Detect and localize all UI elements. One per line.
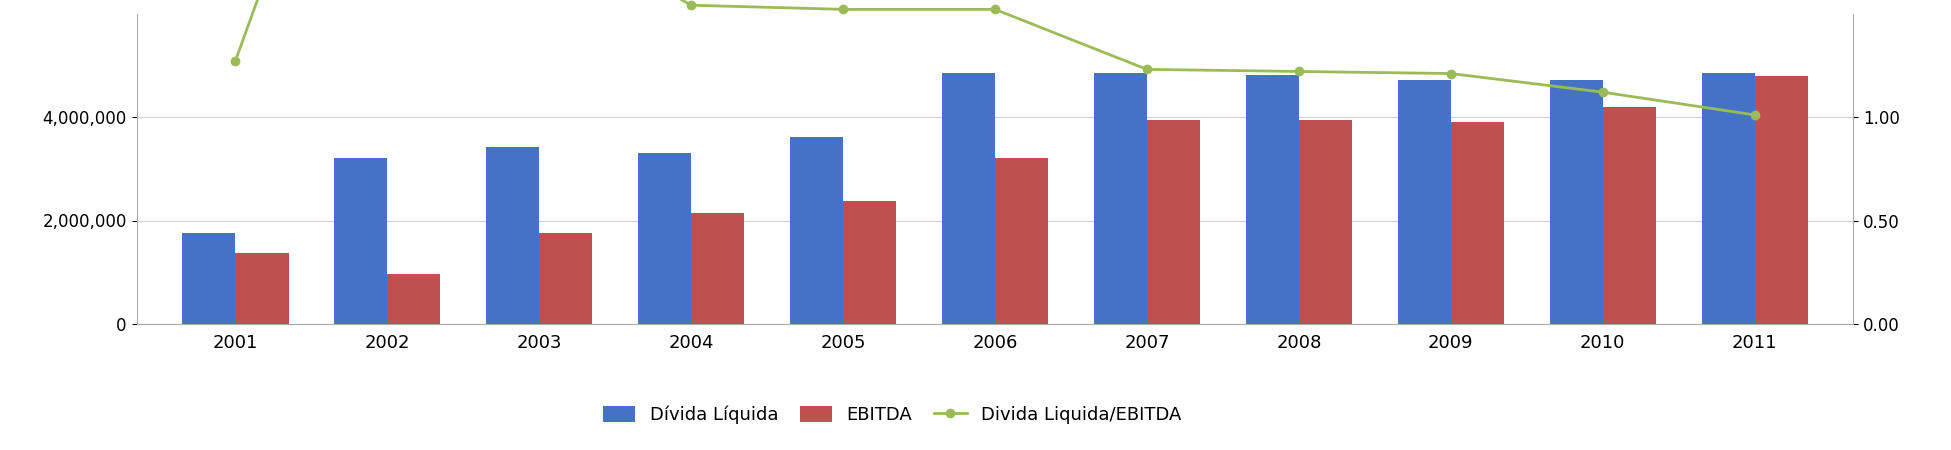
Bar xyxy=(1452,122,1504,324)
Divida Liquida/EBITDA xyxy=(224,58,248,64)
Bar xyxy=(1754,76,1809,324)
Bar xyxy=(995,158,1048,324)
Divida Liquida/EBITDA xyxy=(679,3,702,8)
Bar xyxy=(1147,120,1200,324)
Bar xyxy=(334,158,386,324)
Divida Liquida/EBITDA xyxy=(1288,69,1311,74)
Bar xyxy=(1701,73,1754,324)
Line: Divida Liquida/EBITDA: Divida Liquida/EBITDA xyxy=(230,0,1760,119)
Bar xyxy=(386,274,441,324)
Bar xyxy=(1095,73,1147,324)
Divida Liquida/EBITDA xyxy=(983,7,1007,12)
Divida Liquida/EBITDA xyxy=(831,7,855,12)
Bar xyxy=(1604,107,1656,324)
Bar xyxy=(1397,80,1452,324)
Bar xyxy=(181,234,236,324)
Bar xyxy=(538,234,593,324)
Legend: Dívida Líquida, EBITDA, Divida Liquida/EBITDA: Dívida Líquida, EBITDA, Divida Liquida/E… xyxy=(593,396,1190,433)
Bar xyxy=(1549,80,1604,324)
Bar xyxy=(1245,75,1299,324)
Bar xyxy=(691,213,745,324)
Bar xyxy=(942,73,995,324)
Bar xyxy=(638,153,691,324)
Bar xyxy=(1299,120,1352,324)
Bar xyxy=(236,252,289,324)
Divida Liquida/EBITDA xyxy=(1135,67,1159,72)
Bar xyxy=(843,201,896,324)
Bar xyxy=(790,137,843,324)
Bar xyxy=(486,147,538,324)
Divida Liquida/EBITDA xyxy=(1742,112,1766,117)
Divida Liquida/EBITDA xyxy=(1440,71,1463,76)
Divida Liquida/EBITDA xyxy=(1592,90,1615,95)
